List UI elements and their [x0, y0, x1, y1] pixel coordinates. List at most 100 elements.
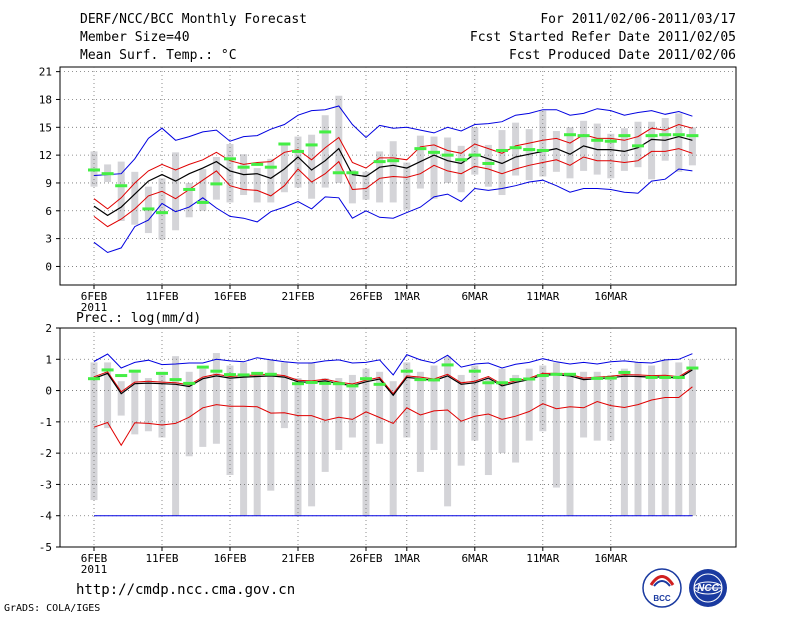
temperature-range-bar: [471, 127, 479, 175]
temperature-panel: 0 3 6 9 12 15 18 21 6FEB 11FEB 16FEB 21FEB 26FEB 1MAR…: [39, 66, 737, 314]
temperature-obs-mark: [618, 134, 631, 138]
precipitation-x-tick-label: 11FEB: [145, 552, 178, 565]
precipitation-y-tick-label: 0: [45, 385, 52, 398]
temperature-range-bar: [675, 113, 683, 172]
temperature-obs-mark: [88, 168, 100, 172]
temperature-obs-mark: [564, 133, 576, 137]
temperature-y-tick-label: 18: [39, 93, 52, 106]
source-url[interactable]: http://cmdp.ncc.cma.gov.cn: [76, 582, 296, 598]
precipitation-range-bar: [131, 371, 139, 435]
temperature-x-tick-label: 6FEB: [81, 290, 108, 303]
precipitation-x-tick-label: 11MAR: [526, 552, 559, 565]
temperature-obs-mark: [428, 150, 440, 154]
temperature-obs-mark: [632, 144, 644, 148]
temperature-y-tick-label: 12: [39, 149, 52, 162]
temperature-obs-mark: [604, 139, 617, 143]
precipitation-range-bar: [484, 378, 492, 476]
precipitation-range-bar: [688, 359, 696, 516]
precipitation-obs-mark: [169, 378, 182, 382]
temperature-x-tick-label: 6MAR: [462, 290, 489, 303]
temperature-obs-mark: [264, 165, 277, 169]
precipitation-range-bar: [212, 353, 220, 444]
temperature-y-tick-label: 6: [45, 205, 52, 218]
precipitation-range-bar: [389, 381, 397, 516]
precipitation-range-bar: [552, 362, 560, 488]
temperature-lower-line: [93, 148, 693, 228]
precipitation-range-bar: [648, 365, 656, 516]
temperature-range-bar: [335, 95, 343, 183]
precipitation-obs-mark: [360, 377, 372, 381]
temperature-obs-mark: [591, 138, 604, 142]
ncc-logo-text: NCC: [697, 583, 719, 594]
temperature-range-bar: [158, 178, 166, 240]
precipitation-range-bar: [580, 371, 588, 438]
temperature-y-tick-label: 3: [45, 233, 52, 246]
temperature-range-bar: [498, 130, 506, 196]
temperature-obs-mark: [672, 133, 685, 137]
temperature-range-bar: [376, 151, 384, 203]
precipitation-obs-mark: [523, 377, 536, 381]
precipitation-obs-mark: [156, 371, 168, 375]
temperature-x-tick-label: 16FEB: [213, 290, 246, 303]
temperature-obs-mark: [373, 160, 386, 164]
precipitation-range-bar: [240, 362, 248, 516]
precipitation-range-bar: [321, 378, 329, 472]
temperature-obs-mark: [278, 142, 291, 146]
temperature-obs-mark: [455, 158, 468, 162]
precipitation-obs-mark: [686, 366, 699, 370]
temperature-obs-mark: [183, 187, 196, 191]
precipitation-range-bar: [525, 368, 533, 441]
precipitation-obs-mark: [251, 371, 264, 375]
temperature-x-tick-label: 1MAR: [394, 290, 421, 303]
precipitation-range-bar: [430, 365, 438, 451]
precipitation-obs-mark: [672, 375, 685, 379]
precipitation-obs-mark: [496, 381, 508, 385]
temperature-range-bar: [348, 169, 356, 204]
temperature-obs-mark: [468, 153, 481, 157]
temperature-range-bar: [199, 169, 207, 211]
precipitation-range-bar: [620, 368, 628, 516]
temperature-obs-mark: [577, 134, 590, 138]
temperature-obs-mark: [251, 162, 264, 166]
precipitation-range-bar: [593, 371, 601, 441]
precipitation-obs-mark: [659, 375, 672, 379]
temperature-range-bar: [566, 127, 574, 179]
temperature-obs-mark: [346, 171, 359, 175]
temperature-range-bar: [403, 162, 411, 210]
temperature-range-bar: [688, 127, 696, 166]
bcc-logo-text: BCC: [653, 594, 671, 603]
temperature-obs-mark: [210, 182, 223, 186]
precipitation-obs-mark: [536, 374, 549, 378]
temperature-mean-line: [93, 135, 693, 217]
member-size: Member Size=40: [80, 30, 190, 45]
precipitation-x-tick-label: 16MAR: [594, 552, 627, 565]
precipitation-range-bar: [104, 362, 112, 429]
temperature-obs-mark: [142, 207, 155, 211]
temperature-x-tick-label: 16MAR: [594, 290, 627, 303]
precipitation-range-bar: [376, 371, 384, 444]
precipitation-range-bar: [253, 374, 261, 516]
temperature-obs-mark: [659, 133, 672, 137]
temperature-obs-mark: [387, 159, 400, 163]
temperature-x-tick-label: 21FEB: [281, 290, 314, 303]
temperature-range-bar: [253, 168, 261, 203]
temperature-range-bar: [226, 143, 234, 203]
precipitation-range-bar: [444, 356, 452, 507]
precip-title: Prec.: log(mm/d): [76, 311, 201, 326]
temperature-range-bar: [389, 141, 397, 203]
temperature-range-bar: [648, 121, 656, 180]
temperature-range-bar: [484, 144, 492, 187]
precipitation-range-bar: [335, 378, 343, 451]
precipitation-range-bar: [675, 362, 683, 516]
temperature-range-bar: [172, 152, 180, 231]
temperature-x-tick-label: 11MAR: [526, 290, 559, 303]
temperature-min-line: [93, 168, 693, 254]
temperature-range-bar: [457, 145, 465, 193]
precipitation-obs-mark: [618, 370, 631, 374]
precipitation-y-tick-label: -5: [39, 541, 52, 554]
temperature-y-tick-label: 9: [45, 177, 52, 190]
temperature-range-bar: [430, 136, 438, 199]
variable-label: Mean Surf. Temp.: °C: [80, 48, 237, 63]
precipitation-obs-mark: [564, 372, 576, 376]
